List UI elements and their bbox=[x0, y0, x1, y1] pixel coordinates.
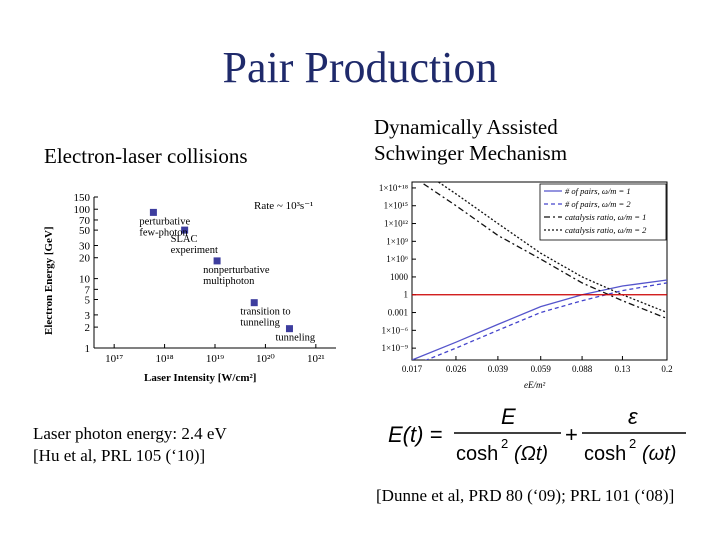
left-chart-point-label: tunneling bbox=[275, 333, 315, 344]
left-subtitle: Electron-laser collisions bbox=[44, 144, 248, 168]
right-ytick-label: 1×10¹² bbox=[384, 219, 408, 229]
left-ytick-label: 7 bbox=[85, 284, 91, 296]
right-chart-series bbox=[412, 279, 667, 360]
equation-arg1: (Ωt) bbox=[514, 443, 548, 465]
left-ytick-label: 2 bbox=[85, 322, 91, 334]
right-ytick-label: 1×10⁻⁹ bbox=[382, 343, 408, 353]
right-legend-entry: # of pairs, ω/m = 1 bbox=[565, 186, 631, 196]
left-ytick-label: 10 bbox=[79, 274, 91, 286]
right-subtitle-line2: Schwinger Mechanism bbox=[374, 141, 568, 165]
left-chart-xticks: 10¹⁷ 10¹⁸ 10¹⁹ 10²⁰ 10²¹ bbox=[105, 344, 325, 365]
right-chart: 1×10⁺¹⁸ 1×10¹⁵ 1×10¹² 1×10⁹ 1×10⁶ 1000 1 0.001 1… bbox=[379, 181, 673, 390]
right-xtick-label: 0.039 bbox=[488, 364, 509, 374]
left-xtick-label: 10¹⁸ bbox=[156, 353, 174, 365]
right-chart-series bbox=[424, 282, 667, 360]
equation-plus: + bbox=[565, 422, 578, 447]
left-ytick-label: 30 bbox=[79, 241, 91, 253]
right-xtick-label: 0.026 bbox=[446, 364, 467, 374]
left-chart-point-label: nonperturbative multiphoton bbox=[203, 265, 270, 287]
right-ytick-label: 1×10⁶ bbox=[386, 254, 408, 264]
right-legend-entry: catalysis ratio, ω/m = 1 bbox=[565, 212, 646, 222]
left-chart-points bbox=[149, 208, 293, 333]
left-ytick-label: 5 bbox=[85, 294, 91, 306]
left-chart-annotation: Rate ~ 10³s⁻¹ bbox=[254, 200, 313, 212]
right-chart-xticks: 0.017 0.026 0.039 0.059 0.088 0.13 0.2 bbox=[402, 356, 673, 374]
right-chart-yticks: 1×10⁺¹⁸ 1×10¹⁵ 1×10¹² 1×10⁹ 1×10⁶ 1000 1 0.001 1… bbox=[379, 183, 416, 353]
right-xtick-label: 0.13 bbox=[615, 364, 631, 374]
left-xtick-label: 10¹⁹ bbox=[206, 353, 224, 365]
equation-num1: E bbox=[501, 404, 516, 429]
field-equation: E(t) = E cosh 2 (Ωt) + ε cosh 2 (ωt) bbox=[388, 404, 686, 465]
left-chart-point bbox=[149, 208, 157, 216]
laser-photon-energy: Laser photon energy: 2.4 eV bbox=[33, 424, 227, 443]
right-ytick-label: 1×10¹⁵ bbox=[384, 201, 408, 211]
left-chart-xlabel: Laser Intensity [W/cm²] bbox=[144, 372, 256, 384]
left-ytick-label: 3 bbox=[85, 310, 91, 322]
equation-power2: 2 bbox=[629, 436, 636, 451]
left-reference: [Hu et al, PRL 105 (‘10)] bbox=[33, 446, 206, 465]
left-chart-point bbox=[285, 325, 293, 333]
right-chart-frame bbox=[411, 181, 668, 361]
left-note: Laser photon energy: 2.4 eV [Hu et al, P… bbox=[33, 423, 227, 467]
left-chart-ylabel: Electron Energy [GeV] bbox=[43, 226, 55, 335]
right-xtick-label: 0.059 bbox=[531, 364, 552, 374]
right-ytick-label: 1×10⁺¹⁸ bbox=[379, 183, 408, 193]
left-chart-point-label: SLAC experiment bbox=[171, 234, 218, 256]
left-ytick-label: 100 bbox=[74, 204, 91, 216]
left-chart-point bbox=[213, 257, 221, 265]
left-chart-point-label: transition to tunneling bbox=[240, 307, 290, 329]
right-ytick-label: 1×10⁹ bbox=[386, 236, 408, 246]
left-xtick-label: 10²⁰ bbox=[256, 353, 275, 365]
right-xtick-label: 0.017 bbox=[402, 364, 423, 374]
left-ytick-label: 20 bbox=[79, 253, 91, 265]
right-xtick-label: 0.088 bbox=[572, 364, 593, 374]
left-xtick-label: 10²¹ bbox=[307, 353, 325, 365]
right-ytick-label: 1000 bbox=[390, 272, 409, 282]
left-chart-point bbox=[181, 226, 189, 234]
right-legend-box bbox=[539, 183, 667, 241]
left-ytick-label: 1 bbox=[85, 343, 91, 355]
page-title: Pair Production bbox=[222, 43, 498, 92]
equation-num2: ε bbox=[628, 404, 638, 429]
equation-den2: cosh bbox=[584, 443, 626, 465]
equation-den1: cosh bbox=[456, 443, 498, 465]
left-ytick-label: 50 bbox=[79, 225, 91, 237]
right-ytick-label: 1 bbox=[404, 290, 409, 300]
left-ytick-label: 150 bbox=[74, 192, 91, 204]
left-xtick-label: 10¹⁷ bbox=[105, 353, 123, 365]
right-legend-entry: catalysis ratio, ω/m = 2 bbox=[565, 225, 647, 235]
right-ytick-label: 0.001 bbox=[388, 308, 408, 318]
right-ytick-label: 1×10⁻⁶ bbox=[382, 325, 408, 335]
equation-power1: 2 bbox=[501, 436, 508, 451]
left-chart-point bbox=[250, 299, 258, 307]
right-chart-xlabel: eE/m² bbox=[524, 380, 545, 390]
right-subtitle: Dynamically Assisted Schwinger Mechanism bbox=[374, 114, 567, 166]
left-ytick-label: 70 bbox=[79, 215, 91, 227]
equation-arg2: (ωt) bbox=[642, 443, 676, 465]
right-reference: [Dunne et al, PRD 80 (‘09); PRL 101 (‘08… bbox=[376, 486, 675, 505]
right-legend-entry: # of pairs, ω/m = 2 bbox=[565, 199, 631, 209]
left-chart-point-label: perturbative few-photon bbox=[139, 216, 190, 238]
right-subtitle-line1: Dynamically Assisted bbox=[374, 115, 558, 139]
right-chart-legend: # of pairs, ω/m = 1 # of pairs, ω/m = 2 ca… bbox=[539, 183, 667, 241]
equation-lhs: E(t) = bbox=[388, 422, 443, 447]
right-xtick-label: 0.2 bbox=[661, 364, 672, 374]
